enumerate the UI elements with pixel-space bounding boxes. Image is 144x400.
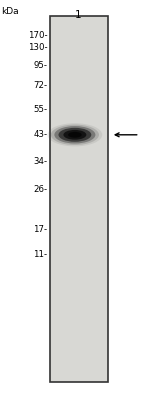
Text: 34-: 34- xyxy=(33,157,48,166)
Text: 72-: 72- xyxy=(33,81,48,90)
Text: 1: 1 xyxy=(75,10,82,20)
Text: 55-: 55- xyxy=(33,105,48,114)
Text: 130-: 130- xyxy=(28,43,48,52)
Ellipse shape xyxy=(58,128,91,142)
Bar xyxy=(50,16,108,382)
Text: 11-: 11- xyxy=(33,250,48,259)
Text: 17-: 17- xyxy=(33,225,48,234)
Text: 95-: 95- xyxy=(34,62,48,70)
Text: 26-: 26- xyxy=(33,185,48,194)
Text: kDa: kDa xyxy=(1,7,19,16)
Text: 43-: 43- xyxy=(33,130,48,139)
Ellipse shape xyxy=(54,126,95,144)
Text: 170-: 170- xyxy=(28,31,48,40)
Ellipse shape xyxy=(51,124,99,145)
Ellipse shape xyxy=(63,130,86,140)
Ellipse shape xyxy=(48,123,102,146)
Ellipse shape xyxy=(68,132,82,138)
